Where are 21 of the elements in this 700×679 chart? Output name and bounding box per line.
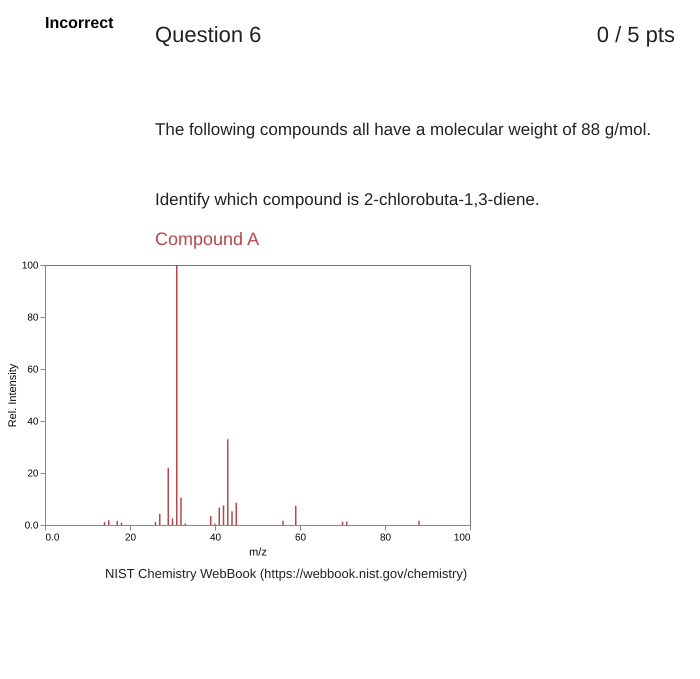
text: Incorrect [45, 15, 114, 32]
y-tick-label: 20 [27, 468, 39, 480]
text: 0 / 5 pts [596, 22, 675, 47]
x-axis-title: m/z [249, 546, 267, 558]
y-axis-title: Rel. Intensity [6, 363, 19, 428]
x-tick-label: 60 [294, 532, 306, 544]
y-tick-label: 80 [27, 312, 39, 324]
x-tick-label: 100 [454, 532, 471, 544]
text: The following compounds all have a molecular weight of 88 g/mol. [155, 120, 652, 139]
text: NIST Chemistry WebBook (https://webbook.nist.gov/chemistry) [105, 566, 468, 581]
y-tick-label: 0.0 [24, 520, 39, 532]
x-tick-label: 80 [380, 532, 392, 544]
chart-title: Compound A [155, 229, 260, 249]
y-tick-label: 40 [27, 416, 39, 428]
y-tick-label: 60 [27, 364, 39, 376]
x-tick-label: 0.0 [46, 532, 60, 544]
x-tick-label: 20 [124, 532, 136, 544]
text: Identify which compound is 2-chlorobuta-1,3-diene. [155, 190, 540, 209]
text: Question 6 [155, 22, 262, 47]
y-tick-label: 100 [22, 260, 39, 272]
x-tick-label: 40 [210, 532, 222, 544]
